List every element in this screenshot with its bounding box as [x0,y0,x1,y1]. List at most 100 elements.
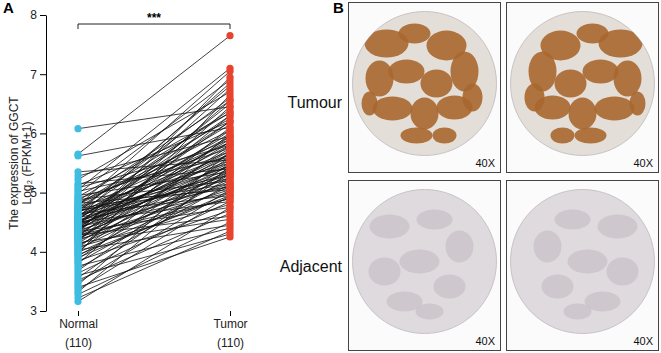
stain-region [421,70,453,98]
y-axis-line [46,16,47,312]
tissue-core [511,190,655,334]
stain-region [555,70,587,98]
sample-dot [226,109,233,116]
stain-region [463,84,483,112]
row-label: Adjacent [280,258,343,275]
ihc-image: 40X [349,3,501,173]
image-frame [349,181,501,351]
sample-dot [226,171,233,178]
stain-region [583,60,619,84]
sample-dot [74,232,81,239]
pair-line [78,122,230,220]
x-tick-label: Normal [59,317,98,331]
image-frame [507,3,659,173]
stain-region [411,98,439,130]
sample-dot [226,151,233,158]
y-tick-mark [40,74,46,75]
stain-region [542,275,574,299]
ihc-image: 40X [349,181,501,351]
x-tick-label: Tumor [213,317,247,331]
sample-dot [226,109,233,116]
stain-region [568,250,608,274]
x-axis: Normal (110) Tumor(110) [59,311,247,350]
sample-dot [226,171,233,178]
sample-dot [226,219,233,226]
sample-dot [226,139,233,146]
pair-line [78,133,230,263]
sample-dot [226,183,233,190]
tissue-core [511,12,655,156]
pair-line [78,199,230,236]
sample-dot [226,118,233,125]
pair-line [78,175,230,224]
stain-region [446,231,474,263]
y-tick-label: 4 [30,245,37,259]
pair-line [78,166,230,292]
sample-dot [226,162,233,169]
stain-region [595,97,635,121]
sample-dot [74,232,81,239]
sample-dot [226,227,233,234]
tissue-core [353,190,497,334]
pair-line [78,184,230,269]
sample-dot [74,201,81,208]
stain-region [433,128,457,144]
sample-dot [226,171,233,178]
y-tick-mark [40,193,46,194]
sample-dot [226,32,233,39]
row-label: Tumour [287,94,342,111]
y-tick: 7 [30,68,46,82]
sample-dot [226,97,233,104]
sample-dot [226,97,233,104]
magnification-label: 40X [633,335,653,347]
stain-region [607,258,639,286]
sample-dot [226,118,233,125]
stain-region [362,92,378,116]
x-tick-mark [78,311,79,316]
tissue-stain [534,210,639,320]
sample-dot [226,204,233,211]
sample-dot [226,118,233,125]
y-axis-title: Log₂ (FPKM+1) [20,121,34,204]
y-tick-label: 3 [30,304,37,318]
stain-region [551,128,575,144]
stain-region [370,215,410,239]
figure: A345678The expression of GGCTLog₂ (FPKM+… [0,0,661,353]
sample-dot [226,151,233,158]
sample-dot [226,204,233,211]
stain-region [525,84,545,112]
y-tick: 4 [30,245,46,259]
sample-dot [226,183,233,190]
tissue-stain [362,24,483,144]
ihc-image: 40X [507,3,659,173]
pair-line [78,237,230,287]
y-tick: 8 [30,8,46,22]
sample-dot [74,152,81,159]
stain-region [416,304,444,320]
pair-line [78,142,230,216]
pair-line [78,231,230,298]
pair-line [78,86,230,213]
significance-label: *** [147,11,161,25]
sample-dot [226,195,233,202]
pair-line [78,222,230,294]
stain-region [389,60,425,84]
stain-region [399,24,431,44]
tissue-stain [525,24,646,144]
pair-line [78,213,230,280]
magnification-label: 40X [475,335,495,347]
stain-region [366,61,394,97]
pair-line [78,89,230,226]
figure-svg: A345678The expression of GGCTLog₂ (FPKM+… [0,0,661,353]
image-frame [507,181,659,351]
x-tick: Tumor(110) [213,311,247,350]
sample-dot [74,298,81,305]
stain-region [373,97,413,121]
x-tick-count: (110) [65,336,92,350]
stain-region [369,258,401,286]
y-tick-label: 7 [30,68,37,82]
tissue-core [353,12,497,156]
image-frame [349,3,501,173]
sample-dot [226,82,233,89]
sample-dot [74,217,81,224]
